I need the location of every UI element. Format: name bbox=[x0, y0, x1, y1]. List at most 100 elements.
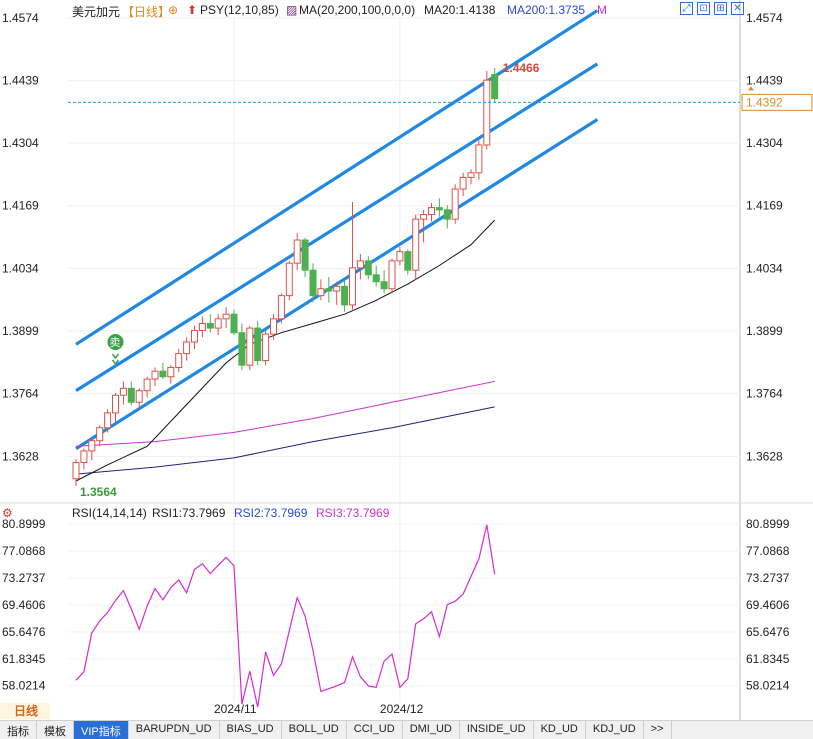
rsi-tick-left: 69.4606 bbox=[2, 598, 46, 612]
tab-6[interactable]: CCI_UD bbox=[347, 721, 403, 739]
rsi-tick-right: 80.8999 bbox=[746, 517, 790, 531]
candle-body bbox=[127, 387, 135, 403]
period-chip[interactable]: 日线 bbox=[0, 703, 50, 719]
zoom-out-icon[interactable]: ⤢ bbox=[680, 2, 693, 15]
price-tick-left: 1.4169 bbox=[2, 199, 39, 213]
price-tick-right: 1.4304 bbox=[746, 136, 783, 150]
channel-line bbox=[75, 62, 599, 393]
moving-averages bbox=[75, 219, 496, 482]
grid bbox=[0, 0, 813, 720]
candle-body bbox=[88, 440, 96, 452]
candle-body bbox=[293, 239, 301, 264]
tab-2[interactable]: VIP指标 bbox=[74, 721, 129, 739]
rsi-tick-left: 58.0214 bbox=[2, 679, 46, 693]
low-price-label: 1.3564 bbox=[80, 485, 117, 499]
candle-body bbox=[404, 251, 412, 271]
rsi3-value: RSI3:73.7969 bbox=[316, 506, 390, 520]
tab-1[interactable]: 模板 bbox=[37, 721, 74, 739]
current-price-value: 1.4392 bbox=[746, 95, 783, 109]
price-tick-left: 1.4439 bbox=[2, 74, 39, 88]
rsi-tick-right: 65.6476 bbox=[746, 625, 790, 639]
rise-arrow-icon: ⬆ bbox=[187, 3, 198, 17]
candle-body bbox=[254, 327, 262, 362]
sell-marker-icon bbox=[107, 333, 124, 350]
tab-5[interactable]: BOLL_UD bbox=[282, 721, 347, 739]
tab-7[interactable]: DMI_UD bbox=[403, 721, 460, 739]
price-tick-right: 1.3899 bbox=[746, 324, 783, 338]
candle-body bbox=[183, 341, 191, 355]
ma200-value: MA200:1.3735 bbox=[507, 3, 586, 17]
candle-body bbox=[72, 462, 80, 480]
axes: 1.4574 1.4574 1.4439 1.4439 1.4304 1.4304 1.41… bbox=[2, 11, 790, 716]
rsi1-value: RSI1:73.7969 bbox=[152, 506, 226, 520]
rsi-tick-right: 77.0868 bbox=[746, 544, 790, 558]
candle-body bbox=[238, 332, 246, 366]
candle-body bbox=[412, 218, 420, 271]
tab-8[interactable]: INSIDE_UD bbox=[460, 721, 534, 739]
candle-body bbox=[435, 207, 443, 211]
zoom-in-icon[interactable]: ⊡ bbox=[697, 2, 710, 15]
tab-4[interactable]: BIAS_UD bbox=[220, 721, 282, 739]
candle-body bbox=[396, 251, 404, 262]
candle-body bbox=[167, 366, 175, 378]
rsi-tick-left: 73.2737 bbox=[2, 571, 46, 585]
candle-body bbox=[222, 313, 230, 320]
tab-3[interactable]: BARUPDN_UD bbox=[129, 721, 220, 739]
candle-body bbox=[96, 427, 104, 442]
ma-label[interactable]: MA(20,200,100,0,0,0) bbox=[299, 3, 416, 17]
candle-body bbox=[475, 144, 483, 174]
candle-body bbox=[104, 412, 112, 429]
psy-label[interactable]: PSY(12,10,85) bbox=[200, 3, 279, 17]
time-tick-label: 2024/12 bbox=[380, 702, 424, 716]
rsi-tick-right: 61.8345 bbox=[746, 652, 790, 666]
settings-icon[interactable]: ⚙ bbox=[2, 506, 13, 520]
candle-body bbox=[214, 318, 222, 329]
candle-body bbox=[230, 313, 238, 334]
rsi2-value: RSI2:73.7969 bbox=[234, 506, 308, 520]
price-tag-arrow-icon bbox=[748, 86, 754, 91]
candle-body bbox=[491, 74, 499, 100]
price-tick-right: 1.3628 bbox=[746, 449, 783, 463]
tab-11[interactable]: >> bbox=[644, 721, 672, 739]
candle-body bbox=[285, 262, 293, 297]
candle-body bbox=[372, 274, 380, 283]
candle-body bbox=[333, 285, 341, 292]
tab-10[interactable]: KDJ_UD bbox=[586, 721, 644, 739]
tab-0[interactable]: 指标 bbox=[0, 721, 37, 739]
lock-icon[interactable]: ⊕ bbox=[168, 3, 179, 17]
price-tick-left: 1.4034 bbox=[2, 261, 39, 275]
price-tick-right: 1.4439 bbox=[746, 74, 783, 88]
fit-icon[interactable]: ⊞ bbox=[714, 2, 727, 15]
rsi-tick-left: 80.8999 bbox=[2, 517, 46, 531]
down-arrows-icon bbox=[111, 353, 120, 366]
ma20-value: MA20:1.4138 bbox=[424, 3, 496, 17]
candle-body bbox=[80, 450, 88, 464]
price-tick-left: 1.4574 bbox=[2, 11, 39, 25]
candle-body bbox=[206, 322, 214, 329]
rsi-tick-right: 58.0214 bbox=[746, 679, 790, 693]
time-tick-label: 2024/11 bbox=[214, 702, 257, 716]
candle-body bbox=[270, 318, 277, 335]
sell-marker-label: 卖 bbox=[110, 336, 121, 349]
candle-body bbox=[356, 260, 364, 269]
candle-body bbox=[143, 378, 151, 392]
candle-body bbox=[428, 207, 435, 216]
tab-9[interactable]: KD_UD bbox=[534, 721, 586, 739]
rsi-name[interactable]: RSI(14,14,14) bbox=[72, 506, 147, 520]
candle-body bbox=[451, 188, 459, 220]
ma20-line bbox=[75, 219, 496, 482]
candle-body bbox=[198, 322, 206, 331]
candle-body bbox=[159, 370, 167, 378]
price-tick-left: 1.3764 bbox=[2, 386, 39, 400]
rsi-tick-right: 69.4606 bbox=[746, 598, 790, 612]
price-tick-right: 1.4574 bbox=[746, 11, 783, 25]
candle-body bbox=[191, 329, 198, 343]
price-tick-left: 1.3628 bbox=[2, 449, 39, 463]
candle-body bbox=[341, 285, 349, 306]
period-label[interactable]: 【日线】 bbox=[122, 5, 171, 19]
indicator-tab-bar: 指标 模板 VIP指标 BARUPDN_UD BIAS_UD BOLL_UD CCI_UD D… bbox=[0, 720, 813, 739]
rsi1-line bbox=[75, 524, 496, 708]
price-tick-right: 1.3764 bbox=[746, 386, 783, 400]
close-icon[interactable]: ✕ bbox=[731, 2, 744, 15]
